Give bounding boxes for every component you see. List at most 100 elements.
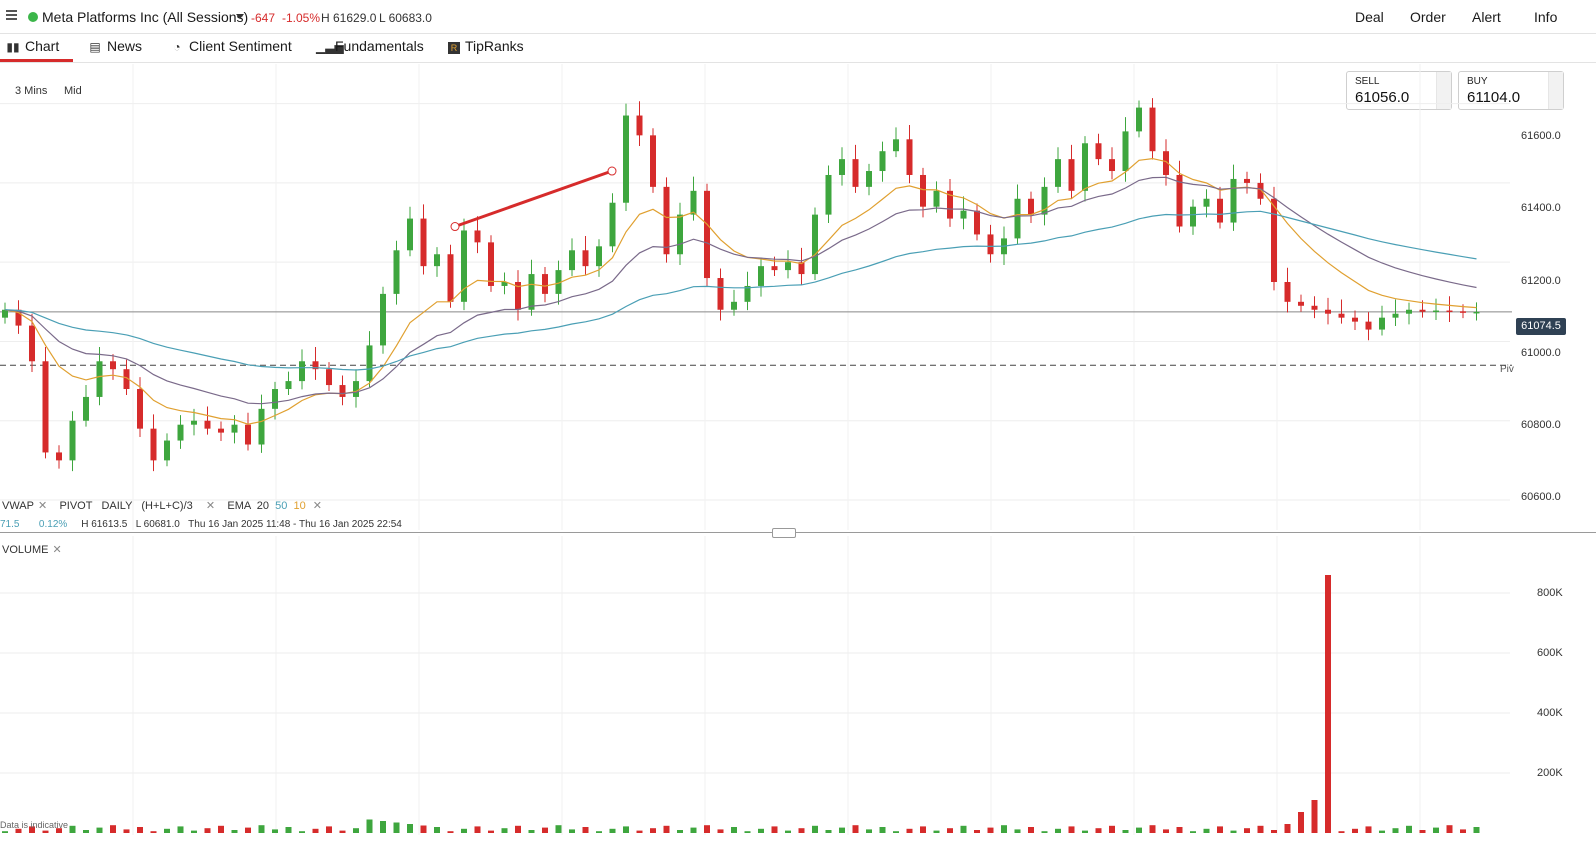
instrument-dropdown-icon[interactable]: [236, 14, 244, 19]
volume-bar: [825, 830, 832, 833]
candle: [272, 389, 278, 409]
tab-client-sentiment[interactable]: ◔ Client Sentiment: [170, 33, 291, 62]
remove-volume-icon[interactable]: ✕: [52, 544, 62, 556]
buy-quote-button[interactable]: BUY 61104.0: [1458, 71, 1564, 110]
volume-bar: [528, 830, 535, 833]
candle: [312, 361, 319, 370]
volume-bar: [1122, 830, 1129, 833]
volume-bar: [258, 825, 265, 833]
price-axis-label: 61200.0: [1521, 275, 1561, 287]
candle: [204, 420, 211, 429]
price-type-selector[interactable]: Mid: [64, 85, 82, 97]
volume-bar: [218, 825, 224, 833]
candle: [434, 254, 440, 267]
indicator-values: 71.5 0.12% H 61613.5 L 60681.0 Thu 16 Ja…: [0, 519, 402, 530]
candle: [488, 242, 494, 286]
candle: [1136, 107, 1142, 132]
candle: [1325, 309, 1331, 314]
price-change: -647: [251, 11, 276, 25]
volume-bar: [839, 827, 845, 833]
volume-bar: [596, 831, 602, 833]
volume-bar: [893, 831, 899, 833]
volume-bar: [1095, 828, 1102, 833]
volume-bar: [191, 830, 197, 833]
instrument-name[interactable]: Meta Platforms Inc (All Sessions): [42, 9, 249, 25]
volume-bar: [1136, 827, 1142, 833]
remove-vwap-icon[interactable]: ✕: [38, 500, 48, 512]
pivot-label: PIVOT: [59, 500, 93, 512]
candle: [528, 274, 535, 310]
tab-chart[interactable]: ▮▮ Chart: [0, 33, 73, 62]
candle: [164, 440, 170, 461]
candle: [150, 428, 157, 461]
volume-bar: [1284, 824, 1291, 833]
volume-bar: [1001, 825, 1007, 833]
deal-button[interactable]: Deal: [1355, 9, 1384, 25]
price-axis-label: 60600.0: [1521, 491, 1561, 503]
candle: [83, 396, 89, 421]
ema-50-line: [4, 210, 1477, 371]
volume-bar: [1109, 825, 1115, 833]
volume-bar: [1325, 575, 1331, 833]
volume-bar: [1298, 812, 1304, 833]
pane-divider: [0, 532, 1596, 533]
alert-button[interactable]: Alert: [1472, 9, 1501, 25]
buy-price: 61104.0: [1467, 89, 1521, 106]
newspaper-icon: ▤: [89, 40, 101, 54]
candle: [1365, 321, 1372, 330]
session-low: L 60683.0: [379, 11, 432, 25]
info-button[interactable]: Info: [1534, 9, 1558, 25]
candle: [798, 262, 805, 275]
volume-bar: [1473, 827, 1480, 833]
candle: [1055, 159, 1061, 187]
candle: [461, 230, 467, 302]
candle: [1446, 310, 1453, 313]
candle: [812, 214, 818, 275]
candle: [1230, 178, 1237, 223]
candle: [1149, 107, 1156, 152]
tab-tipranks[interactable]: R TipRanks: [448, 33, 524, 62]
candle: [569, 250, 575, 271]
volume-bar: [1311, 800, 1318, 833]
candle: [366, 345, 373, 382]
volume-bar: [1446, 825, 1453, 833]
volume-bar: [744, 831, 751, 833]
volume-bar: [1392, 828, 1399, 833]
volume-bar: [420, 825, 427, 833]
ema-period-50: 50: [275, 500, 288, 512]
volume-bar: [137, 827, 143, 833]
volume-bar: [326, 826, 332, 833]
candle: [879, 151, 886, 172]
candle: [447, 254, 454, 302]
tab-fundamentals[interactable]: ▁▃▅Fundamentals: [316, 33, 424, 62]
tab-news[interactable]: ▤ News: [88, 33, 142, 62]
remove-pivot-icon[interactable]: ✕: [205, 500, 216, 512]
volume-bar: [501, 828, 508, 833]
volume-bar: [447, 831, 454, 833]
data-indicative-note: Data is indicative: [0, 820, 69, 830]
candle: [1176, 174, 1183, 227]
pane-resize-handle[interactable]: [772, 528, 796, 538]
candle: [1271, 198, 1277, 282]
volume-bar: [1149, 825, 1156, 833]
volume-bar: [1338, 831, 1345, 833]
candle: [1217, 198, 1223, 223]
price-axis-label: 60800.0: [1521, 419, 1561, 431]
order-button[interactable]: Order: [1410, 9, 1446, 25]
candle: [852, 159, 859, 187]
vwap-label: VWAP: [2, 500, 34, 512]
volume-bar: [515, 825, 521, 833]
range-high: H 61613.5: [81, 519, 128, 530]
candle: [15, 309, 22, 326]
volume-axis-label: 200K: [1537, 767, 1563, 779]
volume-axis-label: 800K: [1537, 587, 1563, 599]
candle: [29, 325, 35, 362]
remove-ema-icon[interactable]: ✕: [312, 500, 323, 512]
timeframe-selector[interactable]: 3 Mins: [15, 85, 48, 97]
volume-bar: [1217, 826, 1223, 833]
candle: [1014, 198, 1021, 239]
hamburger-menu-icon[interactable]: [6, 10, 17, 20]
candle: [258, 408, 265, 445]
volume-bar: [947, 828, 953, 833]
